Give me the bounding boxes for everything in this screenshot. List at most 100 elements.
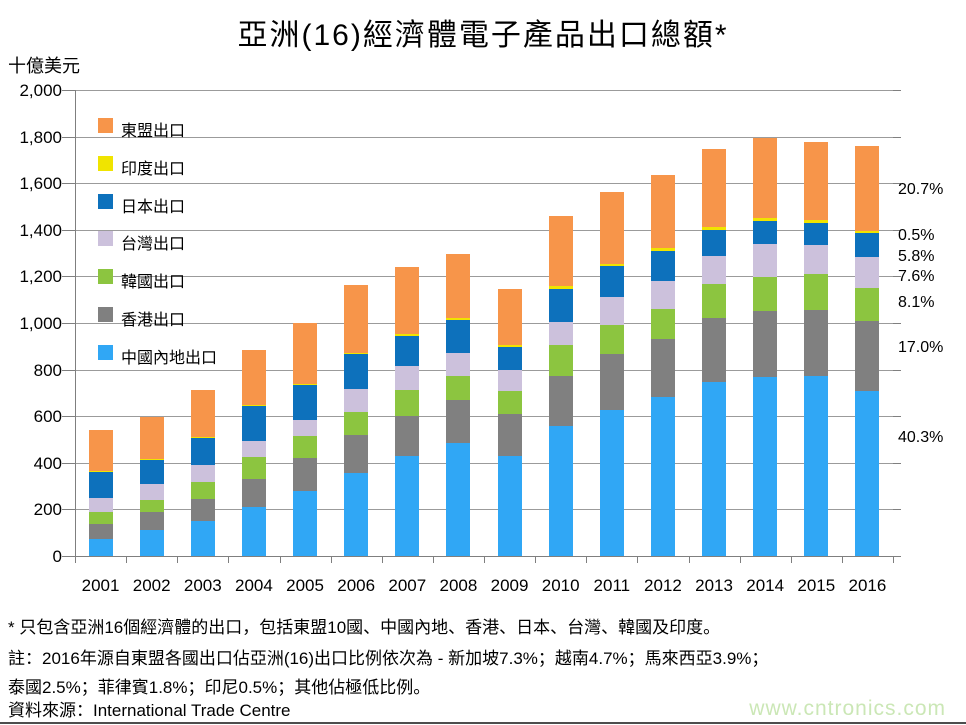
bar-2013-香港出口 [702, 318, 727, 382]
gridline-800 [75, 369, 893, 371]
bar-2009-東盟出口 [497, 289, 522, 345]
share-label-5.8%: 5.8% [898, 248, 935, 266]
bar-2006-台灣出口 [344, 388, 369, 412]
bar-2009-韓國出口 [497, 390, 522, 415]
bar-2013-日本出口 [702, 230, 727, 257]
footnote-asean-breakdown-2: 泰國2.5%；菲律賓1.8%；印尼0.5%；其他佔極低比例。 [8, 678, 431, 697]
bar-2007-韓國出口 [395, 390, 420, 416]
y-axis-label-1200: 1,200 [19, 267, 62, 287]
gridline-1400 [75, 229, 893, 231]
bar-2014-韓國出口 [753, 276, 778, 311]
bar-2009-日本出口 [497, 346, 522, 371]
bar-2004-印度出口 [241, 405, 266, 407]
gridline-1200 [75, 276, 893, 278]
bar-2013-印度出口 [702, 227, 727, 231]
bar-2010-香港出口 [548, 376, 573, 426]
gridline-400 [75, 462, 893, 464]
y-tick-right-1400 [893, 229, 901, 231]
x-axis-label-2013: 2013 [695, 576, 733, 595]
y-tick-left-1600 [62, 183, 75, 185]
bar-2011-中國內地出口 [599, 410, 624, 556]
bar-2016-印度出口 [855, 230, 880, 233]
bar-2012-印度出口 [650, 247, 675, 251]
y-axis-label-400: 400 [33, 453, 62, 473]
bar-2015-香港出口 [804, 309, 829, 377]
bar-2003-香港出口 [190, 499, 215, 521]
share-label-17.0%: 17.0% [898, 339, 944, 357]
bar-2010-日本出口 [548, 288, 573, 322]
bar-2006-東盟出口 [344, 284, 369, 354]
gridline-1000 [75, 323, 893, 324]
bar-2007-台灣出口 [395, 366, 420, 391]
bar-2006-日本出口 [344, 354, 369, 389]
gridline-2000 [75, 90, 893, 91]
gridline-1800 [75, 136, 893, 138]
bar-2008-台灣出口 [446, 352, 471, 377]
bar-2003-東盟出口 [190, 390, 215, 438]
bar-2008-香港出口 [446, 400, 471, 444]
bar-2016-香港出口 [855, 321, 880, 391]
bar-2003-印度出口 [190, 437, 215, 439]
x-axis-line [75, 556, 893, 557]
x-axis-label-2005: 2005 [286, 576, 324, 595]
bar-2013-韓國出口 [702, 283, 727, 319]
bar-2003-中國內地出口 [190, 520, 215, 556]
bar-2005-台灣出口 [293, 420, 318, 437]
bar-2016-中國內地出口 [855, 390, 880, 556]
x-axis-label-2006: 2006 [337, 576, 376, 595]
gridline-600 [75, 416, 893, 418]
y-tick-right-1200 [893, 276, 901, 278]
bar-2004-東盟出口 [241, 349, 266, 405]
y-tick-left-0 [62, 556, 75, 557]
y-axis-label-600: 600 [33, 407, 62, 427]
y-tick-left-400 [62, 462, 75, 464]
x-axis-label-2001: 2001 [81, 576, 120, 595]
x-tick-3 [228, 556, 230, 563]
y-tick-right-800 [893, 369, 901, 371]
bar-2003-日本出口 [190, 438, 215, 466]
bar-2012-台灣出口 [650, 281, 675, 309]
y-tick-left-2000 [62, 90, 75, 91]
bar-2003-台灣出口 [190, 465, 215, 482]
y-tick-right-0 [893, 556, 901, 557]
x-axis-label-2003: 2003 [183, 576, 222, 595]
x-tick-9 [535, 556, 537, 563]
bar-2009-台灣出口 [497, 370, 522, 391]
bar-2011-韓國出口 [599, 325, 624, 355]
bar-2011-香港出口 [599, 354, 624, 411]
x-tick-13 [739, 556, 741, 563]
bar-2009-中國內地出口 [497, 455, 522, 556]
bar-2002-台灣出口 [139, 484, 164, 501]
x-axis-label-2002: 2002 [132, 576, 171, 595]
y-axis-label-1800: 1,800 [19, 127, 62, 147]
bar-2015-印度出口 [804, 220, 829, 224]
bar-2014-日本出口 [753, 221, 778, 245]
bar-2001-中國內地出口 [88, 538, 113, 556]
bar-2006-印度出口 [344, 353, 369, 355]
y-tick-right-600 [893, 416, 901, 418]
bar-2004-韓國出口 [241, 456, 266, 480]
legend-label-日本出口: 日本出口 [121, 198, 186, 216]
bar-2011-日本出口 [599, 266, 624, 297]
legend-label-韓國出口: 韓國出口 [121, 274, 186, 292]
bar-2006-香港出口 [344, 434, 369, 473]
bar-2014-中國內地出口 [753, 376, 778, 556]
bar-2010-韓國出口 [548, 345, 573, 377]
bar-2012-中國內地出口 [650, 396, 675, 556]
legend-label-台灣出口: 台灣出口 [121, 236, 186, 254]
bar-2012-韓國出口 [650, 308, 675, 339]
x-axis-label-2015: 2015 [797, 576, 836, 595]
y-axis-label-2000: 2,000 [19, 81, 62, 100]
y-tick-right-1800 [893, 136, 901, 138]
bar-2015-韓國出口 [804, 274, 829, 310]
bar-2014-香港出口 [753, 310, 778, 377]
x-axis-label-2011: 2011 [593, 576, 631, 595]
bar-2010-台灣出口 [548, 321, 573, 346]
source-note: 資料來源：International Trade Centre [8, 701, 291, 720]
y-axis-unit-label: 十億美元 [8, 56, 80, 76]
legend-swatch-韓國出口 [98, 269, 113, 285]
x-axis-label-2009: 2009 [490, 576, 529, 595]
bar-2001-台灣出口 [88, 498, 113, 512]
bar-2002-香港出口 [139, 511, 164, 530]
bar-2014-東盟出口 [753, 137, 778, 219]
